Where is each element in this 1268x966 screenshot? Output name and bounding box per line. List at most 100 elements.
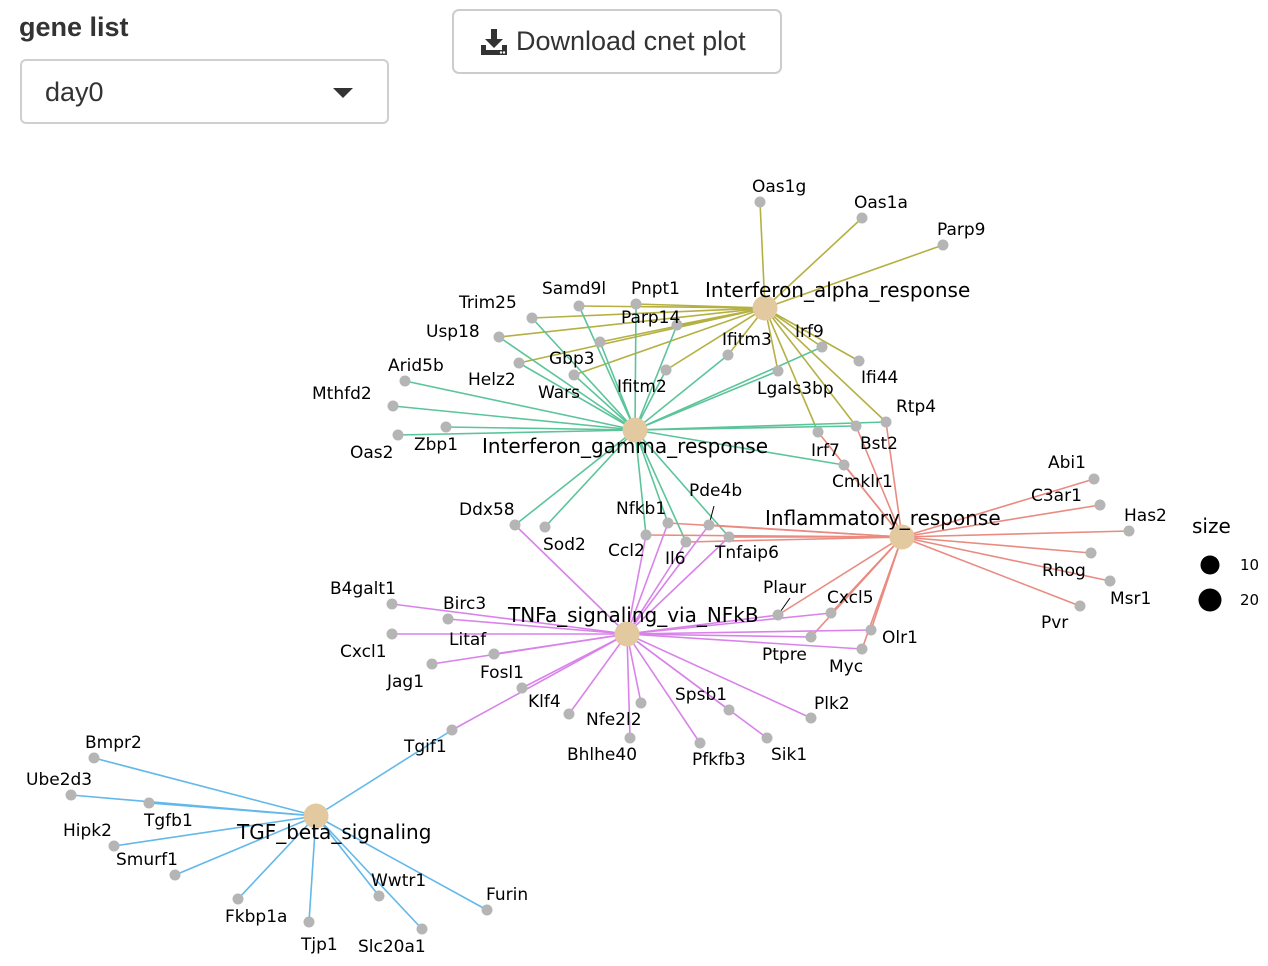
edge-inflammatory-response-rtp4 bbox=[885, 421, 903, 538]
gene-node-lgals3bp bbox=[772, 365, 784, 377]
edge-tnfa-signaling-via-nfkb-pfkfb3 bbox=[626, 633, 701, 744]
gene-label-parp9: Parp9 bbox=[937, 220, 986, 240]
gene-node-cxcl5 bbox=[825, 607, 837, 619]
gene-label-tjp1: Tjp1 bbox=[300, 935, 338, 955]
gene-node-oas1a bbox=[856, 212, 868, 224]
gene-list-select[interactable]: day0 bbox=[20, 59, 389, 124]
network-nodes bbox=[65, 196, 1135, 935]
gene-node-cmklr1 bbox=[838, 459, 850, 471]
gene-label-pfkfb3: Pfkfb3 bbox=[692, 750, 746, 770]
gene-label-cxcl5: Cxcl5 bbox=[827, 588, 874, 608]
edge-interferon-alpha-response-oas1g bbox=[759, 201, 766, 309]
category-label-tnfa-signaling-via-nfkb: TNFa_signaling_via_NFkB bbox=[507, 603, 759, 627]
edge-interferon-alpha-response-ifitm2 bbox=[665, 307, 766, 371]
gene-label-c3ar1: C3ar1 bbox=[1031, 486, 1082, 506]
gene-node-smurf1 bbox=[169, 869, 181, 881]
gene-node-ddx58 bbox=[509, 519, 521, 531]
gene-node-birc3 bbox=[442, 613, 454, 625]
gene-node-slc20a1 bbox=[416, 923, 428, 935]
edge-interferon-gamma-response-usp18 bbox=[498, 336, 636, 431]
edge-interferon-alpha-response-samd9l bbox=[578, 305, 766, 309]
edge-tgf-beta-signaling-bmpr2 bbox=[93, 757, 317, 817]
download-icon bbox=[481, 28, 507, 55]
gene-label-arid5b: Arid5b bbox=[388, 356, 444, 376]
gene-list-selected-value: day0 bbox=[45, 77, 104, 107]
edge-interferon-alpha-response-usp18 bbox=[498, 307, 766, 338]
chevron-down-icon bbox=[333, 88, 353, 98]
download-cnet-plot-button[interactable]: Download cnet plot bbox=[452, 9, 782, 74]
edge-interferon-gamma-response-samd9l bbox=[578, 305, 636, 431]
gene-node-bst2 bbox=[850, 420, 862, 432]
gene-label-msr1: Msr1 bbox=[1110, 589, 1151, 609]
legend-dot-small bbox=[1200, 555, 1220, 575]
edge-interferon-gamma-response-ddx58 bbox=[514, 429, 636, 526]
edge-tgf-beta-signaling-tgif1 bbox=[315, 729, 453, 817]
edge-tnfa-signaling-via-nfkb-tgif1 bbox=[451, 633, 628, 731]
gene-label-nfkb1: Nfkb1 bbox=[616, 499, 666, 519]
edge-interferon-alpha-response-parp9 bbox=[764, 244, 944, 309]
edge-tgf-beta-signaling-tgfb1 bbox=[148, 802, 317, 817]
edge-tgf-beta-signaling-slc20a1 bbox=[315, 815, 423, 930]
gene-label-trim25: Trim25 bbox=[458, 293, 517, 313]
category-node-inflammatory-response bbox=[889, 524, 915, 550]
edge-inflammatory-response-ptpre bbox=[810, 536, 903, 638]
legend-label-large: 20 bbox=[1240, 591, 1259, 609]
category-node-tnfa-signaling-via-nfkb bbox=[614, 621, 640, 647]
gene-label-rhog: Rhog bbox=[1042, 561, 1086, 581]
edge-inflammatory-response-pvr bbox=[901, 536, 1081, 607]
gene-label-spsb1: Spsb1 bbox=[675, 685, 727, 705]
gene-label-klf4: Klf4 bbox=[528, 692, 561, 712]
gene-node-nfe2l2 bbox=[635, 697, 647, 709]
gene-node-hipk2 bbox=[108, 840, 120, 852]
gene-node-irf7 bbox=[812, 426, 824, 438]
gene-node-trim25 bbox=[526, 312, 538, 324]
edge-interferon-gamma-response-wars bbox=[573, 374, 636, 431]
gene-label-ube2d3: Ube2d3 bbox=[26, 770, 92, 790]
gene-label-has2: Has2 bbox=[1124, 506, 1167, 526]
network-labels: Oas1g Oas1a Parp9 Pnpt1 Samd9l Trim25 Parp14 Us… bbox=[26, 177, 1167, 957]
gene-label-furin: Furin bbox=[486, 885, 528, 905]
gene-node-has2 bbox=[1123, 525, 1135, 537]
gene-node-sod2 bbox=[539, 521, 551, 533]
gene-label-lgals3bp: Lgals3bp bbox=[757, 379, 834, 399]
edge-tnfa-signaling-via-nfkb-plk2 bbox=[626, 633, 812, 719]
legend-label-small: 10 bbox=[1240, 556, 1259, 574]
gene-node-tjp1 bbox=[303, 916, 315, 928]
edge-inflammatory-response-cmklr1 bbox=[843, 464, 903, 538]
gene-node-jag1 bbox=[426, 658, 438, 670]
gene-node-rhog bbox=[1085, 547, 1097, 559]
gene-label-ddx58: Ddx58 bbox=[459, 500, 515, 520]
gene-node-helz2 bbox=[513, 357, 525, 369]
gene-label-wwtr1: Wwtr1 bbox=[371, 871, 426, 891]
gene-node-parp9 bbox=[937, 239, 949, 251]
gene-node-bmpr2 bbox=[88, 752, 100, 764]
edge-interferon-gamma-response-pnpt1 bbox=[634, 303, 637, 431]
edge-inflammatory-response-rhog bbox=[901, 536, 1092, 554]
category-label-inflammatory-response: Inflammatory_response bbox=[765, 506, 1001, 530]
gene-label-bmpr2: Bmpr2 bbox=[85, 733, 142, 753]
edge-interferon-gamma-response-helz2 bbox=[518, 362, 636, 431]
gene-label-plaur: Plaur bbox=[763, 578, 806, 598]
edge-tnfa-signaling-via-nfkb-nfkb1 bbox=[626, 522, 669, 635]
edge-interferon-alpha-response-oas1a bbox=[764, 217, 863, 309]
gene-label-samd9l: Samd9l bbox=[542, 279, 606, 299]
gene-node-gbp3 bbox=[594, 336, 606, 348]
gene-label-sod2: Sod2 bbox=[543, 535, 586, 555]
gene-node-klf4 bbox=[563, 708, 575, 720]
gene-node-furin bbox=[481, 904, 493, 916]
gene-label-slc20a1: Slc20a1 bbox=[358, 937, 426, 957]
edge-tnfa-signaling-via-nfkb-cxcl5 bbox=[626, 612, 832, 635]
edge-inflammatory-response-bst2 bbox=[855, 425, 903, 538]
edge-tnfa-signaling-via-nfkb-ddx58 bbox=[514, 524, 628, 635]
gene-label-tgif1: Tgif1 bbox=[403, 737, 447, 757]
edge-interferon-alpha-response-trim25 bbox=[531, 307, 766, 319]
gene-label-litaf: Litaf bbox=[449, 630, 487, 650]
gene-label-tnfaip6: Tnfaip6 bbox=[714, 543, 779, 563]
edge-tnfa-signaling-via-nfkb-pde4b bbox=[626, 524, 710, 635]
gene-label-parp14: Parp14 bbox=[621, 308, 680, 328]
edge-interferon-gamma-response-ccl2 bbox=[634, 429, 647, 536]
edge-inflammatory-response-abi1 bbox=[901, 478, 1095, 538]
edge-tnfa-signaling-via-nfkb-olr1 bbox=[626, 629, 872, 635]
download-button-label: Download cnet plot bbox=[516, 26, 746, 56]
